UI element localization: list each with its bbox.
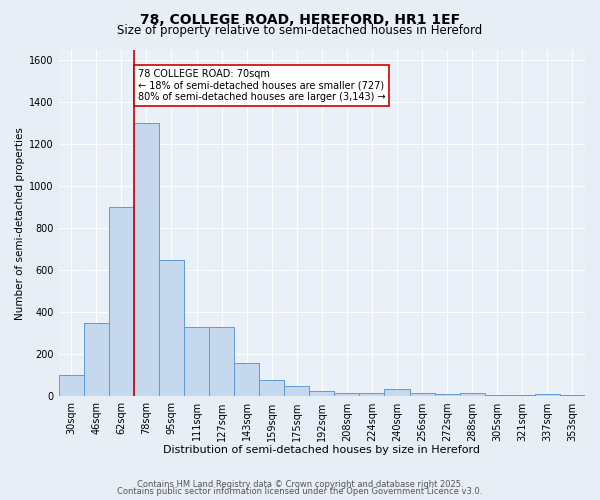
Bar (159, 260, 184, 396)
Text: Contains public sector information licensed under the Open Government Licence v3: Contains public sector information licen… (118, 487, 482, 496)
Bar (259, 380, 284, 396)
Bar (184, 327, 209, 396)
Bar (234, 363, 259, 396)
Bar (410, 394, 434, 396)
Bar (284, 386, 309, 396)
Text: 78 COLLEGE ROAD: 70sqm
← 18% of semi-detached houses are smaller (727)
80% of se: 78 COLLEGE ROAD: 70sqm ← 18% of semi-det… (137, 69, 385, 102)
Bar (309, 391, 334, 396)
Bar (434, 394, 460, 396)
Text: 78, COLLEGE ROAD, HEREFORD, HR1 1EF: 78, COLLEGE ROAD, HEREFORD, HR1 1EF (140, 12, 460, 26)
Bar (385, 389, 410, 396)
X-axis label: Distribution of semi-detached houses by size in Hereford: Distribution of semi-detached houses by … (163, 445, 481, 455)
Bar (460, 394, 485, 396)
Y-axis label: Number of semi-detached properties: Number of semi-detached properties (15, 127, 25, 320)
Text: Contains HM Land Registry data © Crown copyright and database right 2025.: Contains HM Land Registry data © Crown c… (137, 480, 463, 489)
Bar (109, 208, 134, 396)
Bar (359, 394, 385, 396)
Bar (59, 376, 84, 396)
Bar (535, 394, 560, 396)
Text: Size of property relative to semi-detached houses in Hereford: Size of property relative to semi-detach… (118, 24, 482, 37)
Bar (134, 124, 159, 396)
Bar (209, 327, 234, 396)
Bar (334, 394, 359, 396)
Bar (84, 323, 109, 396)
